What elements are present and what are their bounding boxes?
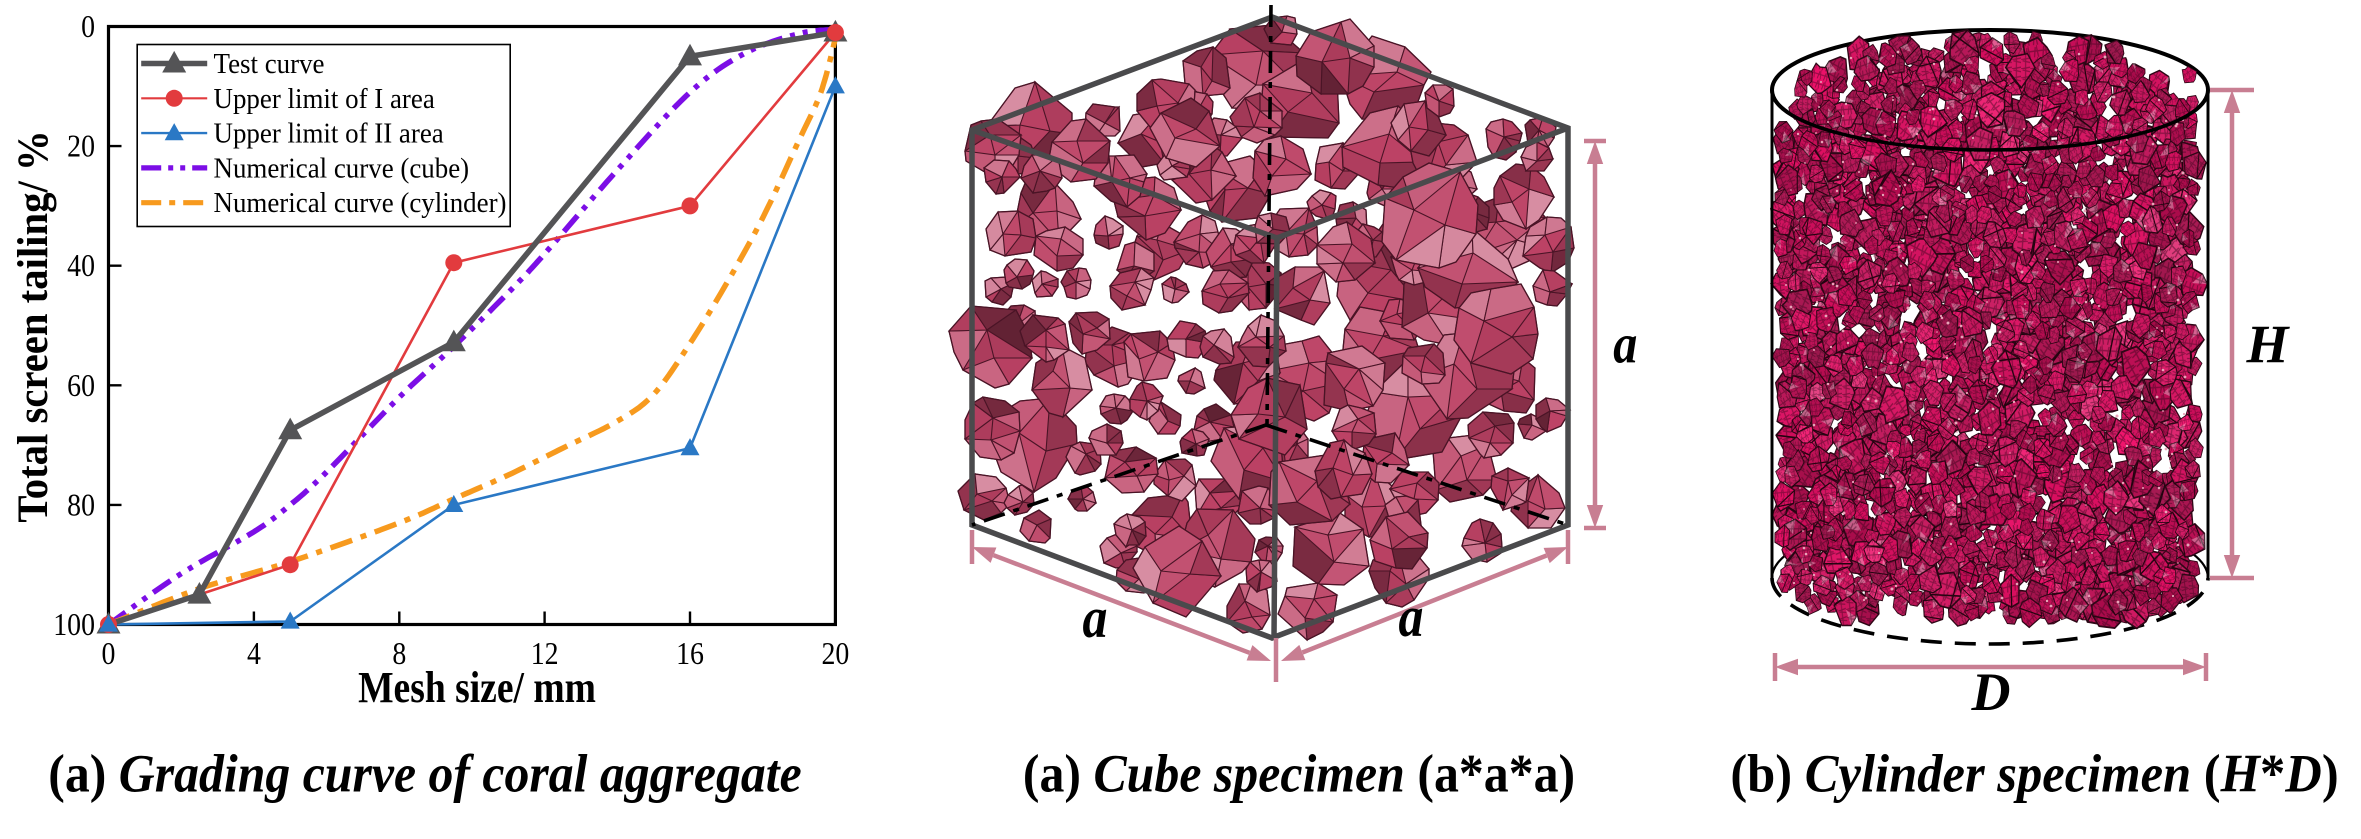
svg-text:Test curve: Test curve xyxy=(214,47,325,79)
svg-text:H: H xyxy=(2245,315,2290,375)
svg-text:Numerical curve (cylinder): Numerical curve (cylinder) xyxy=(214,187,507,219)
svg-text:60: 60 xyxy=(67,368,95,403)
svg-text:16: 16 xyxy=(676,636,704,671)
svg-text:Total screen tailing/ %: Total screen tailing/ % xyxy=(10,130,57,522)
svg-text:8: 8 xyxy=(392,636,406,671)
svg-text:80: 80 xyxy=(67,488,95,523)
svg-text:0: 0 xyxy=(81,9,95,44)
svg-text:0: 0 xyxy=(102,636,116,671)
svg-text:20: 20 xyxy=(821,636,849,671)
svg-text:Upper limit of II area: Upper limit of II area xyxy=(214,117,444,149)
svg-text:Numerical curve (cube): Numerical curve (cube) xyxy=(214,152,470,184)
svg-text:a: a xyxy=(1613,313,1637,375)
svg-text:40: 40 xyxy=(67,248,95,283)
svg-text:Upper limit of I area: Upper limit of I area xyxy=(214,82,435,114)
svg-text:a: a xyxy=(1083,586,1108,650)
svg-text:4: 4 xyxy=(247,636,261,671)
svg-text:(a) Grading curve of coral agg: (a) Grading curve of coral aggregate xyxy=(48,745,801,804)
svg-text:(b) Cylinder specimen (H*D): (b) Cylinder specimen (H*D) xyxy=(1730,744,2338,804)
svg-text:(a) Cube specimen (a*a*a): (a) Cube specimen (a*a*a) xyxy=(1023,745,1575,804)
svg-text:100: 100 xyxy=(53,607,95,642)
svg-text:20: 20 xyxy=(67,129,95,164)
svg-text:a: a xyxy=(1399,585,1424,649)
svg-text:D: D xyxy=(1971,662,2011,722)
svg-text:Mesh size/ mm: Mesh size/ mm xyxy=(358,663,596,711)
svg-text:12: 12 xyxy=(531,636,559,671)
